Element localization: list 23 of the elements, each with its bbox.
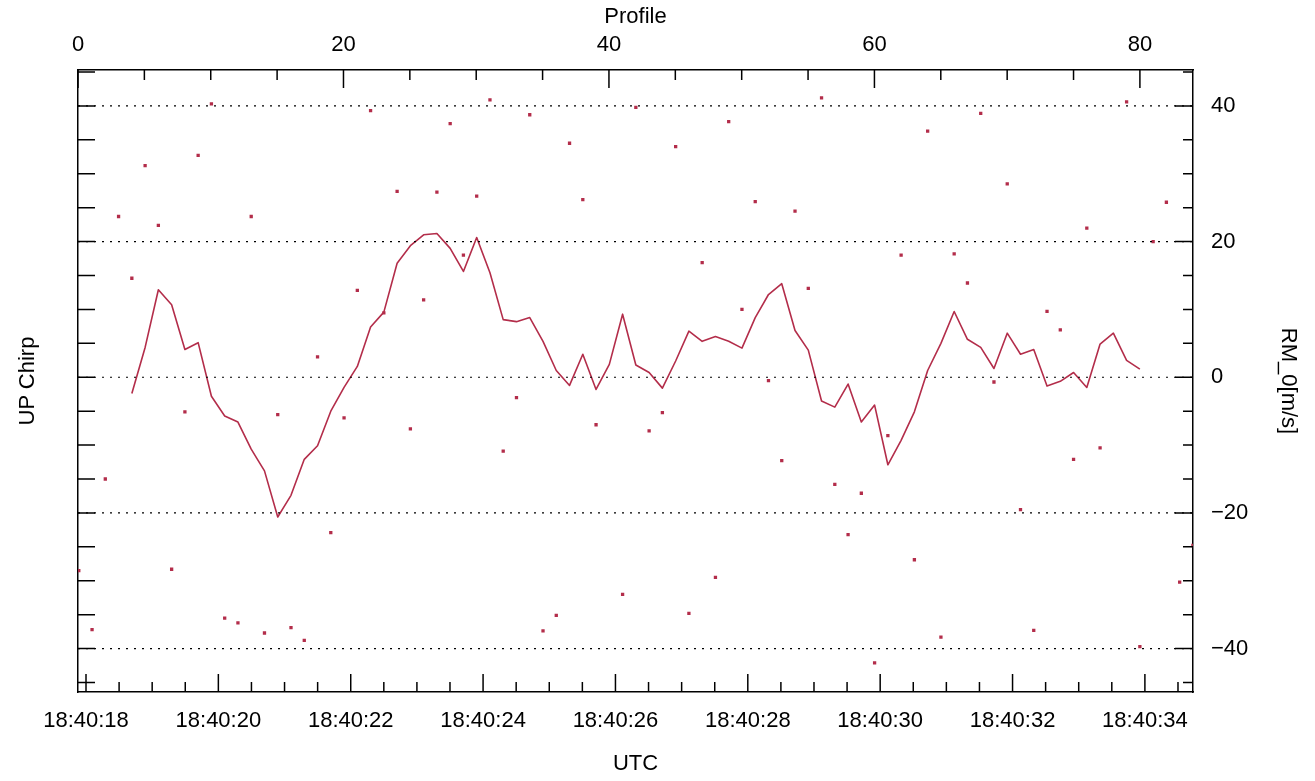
y-tick-label: 0: [1211, 363, 1224, 389]
x2-axis-title: Profile: [604, 3, 667, 29]
x2-tick-label: 40: [596, 30, 622, 56]
y-tick-label: 20: [1211, 227, 1236, 253]
x2-tick-label: 20: [331, 30, 356, 56]
x-axis-title: UTC: [612, 749, 659, 775]
x-tick-label: 18:40:30: [837, 707, 923, 733]
x-tick-label: 18:40:28: [704, 707, 791, 733]
x-tick-label: 18:40:34: [1102, 707, 1188, 733]
x-tick-label: 18:40:26: [572, 707, 659, 733]
x-tick-label: 18:40:32: [969, 707, 1056, 733]
y-tick-label: 40: [1211, 92, 1236, 118]
x2-tick-label: 80: [1127, 30, 1153, 56]
y-axis-title: RM_0[m/s]: [1276, 327, 1302, 435]
x2-tick-label: 0: [71, 30, 85, 56]
x2-tick-label: 60: [862, 30, 887, 56]
x-tick-label: 18:40:20: [175, 707, 262, 733]
y-tick-label: −40: [1211, 634, 1249, 660]
x-tick-label: 18:40:24: [440, 707, 526, 733]
x-tick-label: 18:40:18: [43, 707, 129, 733]
text: UP Chirp: [14, 336, 40, 426]
x-tick-label: 18:40:22: [307, 707, 394, 733]
y-tick-label: −20: [1211, 498, 1249, 524]
